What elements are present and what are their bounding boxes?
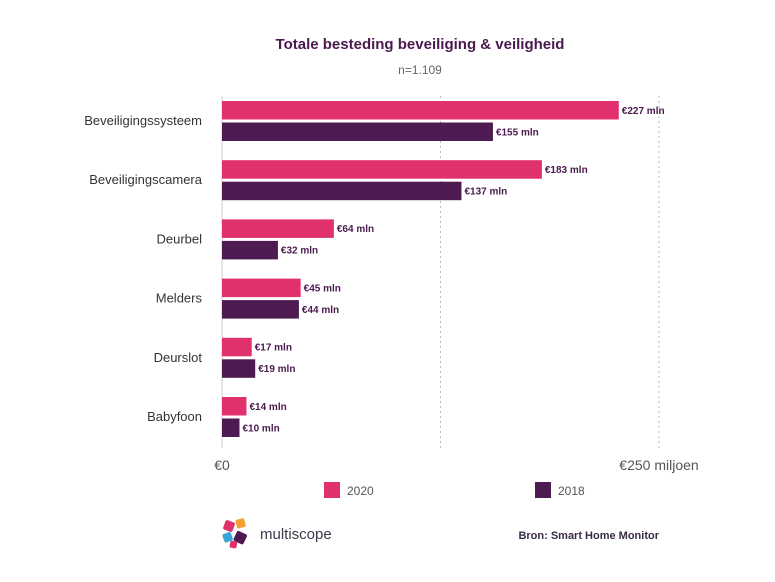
bar-2020-2	[222, 219, 334, 238]
data-label-2018-1: €137 mln	[464, 186, 507, 197]
bar-2018-4	[222, 359, 256, 378]
category-label-4: Deurslot	[154, 350, 203, 365]
legend-swatch-2020	[324, 482, 340, 498]
legend-label-2018: 2018	[558, 484, 585, 498]
data-label-2020-0: €227 mln	[622, 106, 665, 117]
data-label-2020-4: €17 mln	[255, 343, 292, 354]
category-label-5: Babyfoon	[147, 409, 202, 424]
category-labels: Beveiligingssysteem Beveiligingscamera Deu…	[84, 113, 203, 424]
category-label-3: Melders	[156, 291, 203, 306]
multiscope-logo: multiscope	[222, 518, 332, 549]
data-label-2020-2: €64 mln	[337, 224, 374, 235]
data-label-2018-4: €19 mln	[258, 364, 295, 375]
bar-2018-3	[222, 300, 299, 319]
bar-2020-3	[222, 278, 301, 298]
data-label-2018-0: €155 mln	[496, 127, 539, 138]
data-label-2018-2: €32 mln	[281, 246, 318, 257]
logo-mark-icon	[222, 518, 247, 549]
x-tick-label-min: €0	[214, 457, 230, 473]
category-label-2: Deurbel	[156, 231, 202, 246]
data-label-2018-3: €44 mln	[302, 305, 339, 316]
brand-name: multiscope	[260, 526, 332, 543]
data-label-2020-1: €183 mln	[545, 165, 588, 176]
bar-2020-4	[222, 337, 252, 357]
data-label-2020-5: €14 mln	[249, 402, 286, 413]
legend: 2020 2018	[324, 482, 585, 498]
gridlines	[221, 96, 660, 448]
legend-swatch-2018	[535, 482, 551, 498]
bar-2018-5	[222, 418, 240, 437]
legend-label-2020: 2020	[347, 484, 374, 498]
chart-subtitle: n=1.109	[398, 63, 442, 77]
x-tick-label-max: €250 miljoen	[619, 457, 698, 473]
bar-2018-2	[222, 240, 278, 260]
bar-2020-1	[222, 160, 542, 179]
category-label-0: Beveiligingssysteem	[84, 113, 202, 128]
bars-group: €227 mln €155 mln €183 mln €137 mln €64 mln €…	[222, 101, 665, 437]
chart-title: Totale besteding beveiliging & veilighei…	[276, 36, 565, 53]
source-note: Bron: Smart Home Monitor	[518, 530, 659, 542]
category-label-1: Beveiligingscamera	[89, 172, 202, 187]
data-label-2018-5: €10 mln	[242, 423, 279, 434]
bar-2018-0	[222, 122, 493, 141]
data-label-2020-3: €45 mln	[304, 283, 341, 294]
bar-2018-1	[222, 181, 462, 201]
bar-2020-5	[222, 397, 247, 416]
bar-2020-0	[222, 101, 619, 120]
